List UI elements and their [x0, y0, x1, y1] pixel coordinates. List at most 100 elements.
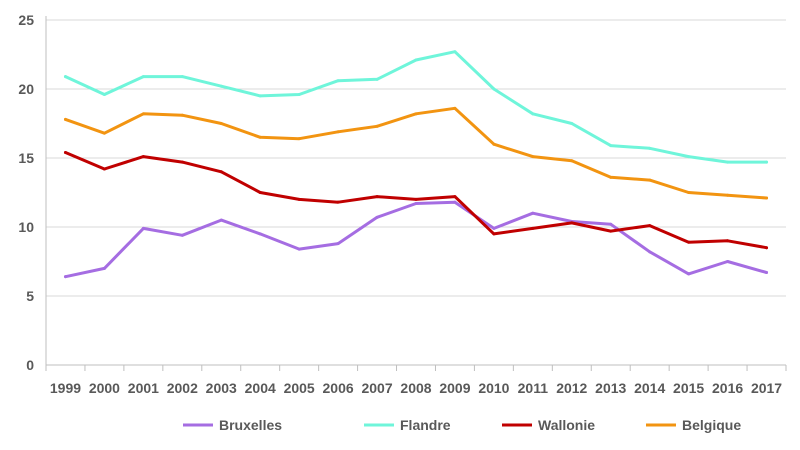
y-tick-label: 15 — [18, 150, 34, 166]
x-tick-label: 2002 — [167, 380, 198, 396]
x-tick-label: 2004 — [245, 380, 276, 396]
data-point-wallonie — [570, 221, 574, 225]
data-point-bruxelles — [414, 202, 418, 206]
data-point-flandre — [219, 84, 223, 88]
data-point-bruxelles — [297, 247, 301, 251]
x-tick-label: 2015 — [673, 380, 704, 396]
x-tick-label: 2006 — [323, 380, 354, 396]
data-point-flandre — [531, 112, 535, 116]
series-line-belgique — [64, 106, 768, 200]
data-point-flandre — [765, 160, 769, 164]
data-point-wallonie — [765, 246, 769, 250]
data-point-belgique — [375, 124, 379, 128]
data-point-flandre — [648, 146, 652, 150]
x-tick-label: 2010 — [478, 380, 509, 396]
data-point-wallonie — [375, 195, 379, 199]
data-point-belgique — [531, 155, 535, 159]
data-point-flandre — [414, 58, 418, 62]
data-point-wallonie — [609, 229, 613, 233]
series-line-bruxelles — [64, 200, 768, 279]
data-point-belgique — [765, 196, 769, 200]
data-point-flandre — [453, 50, 457, 54]
data-point-wallonie — [141, 155, 145, 159]
data-point-flandre — [297, 93, 301, 97]
x-tick-label: 2014 — [634, 380, 665, 396]
grid-layer — [46, 19, 786, 297]
data-point-belgique — [297, 137, 301, 141]
data-point-belgique — [726, 193, 730, 197]
legend-label-flandre: Flandre — [400, 417, 451, 433]
y-tick-label: 5 — [26, 288, 34, 304]
data-point-flandre — [141, 75, 145, 79]
data-point-belgique — [63, 117, 67, 121]
data-point-bruxelles — [219, 218, 223, 222]
data-point-wallonie — [648, 224, 652, 228]
x-tick-label: 2016 — [712, 380, 743, 396]
y-tick-label: 25 — [18, 12, 34, 28]
data-point-flandre — [102, 93, 106, 97]
data-point-flandre — [726, 160, 730, 164]
data-point-bruxelles — [102, 266, 106, 270]
y-tick-label: 10 — [18, 219, 34, 235]
data-point-flandre — [63, 75, 67, 79]
data-point-flandre — [492, 87, 496, 91]
data-point-belgique — [570, 159, 574, 163]
legend-label-bruxelles: Bruxelles — [219, 417, 282, 433]
data-point-bruxelles — [531, 211, 535, 215]
x-tick-label: 2009 — [439, 380, 470, 396]
x-tick-label: 2000 — [89, 380, 120, 396]
data-point-wallonie — [726, 239, 730, 243]
data-point-wallonie — [297, 197, 301, 201]
data-point-flandre — [336, 79, 340, 83]
data-point-belgique — [648, 178, 652, 182]
data-point-belgique — [492, 142, 496, 146]
legend: Bruxelles Flandre Wallonie Belgique — [183, 417, 741, 433]
y-tick-label: 0 — [26, 357, 34, 373]
data-point-bruxelles — [765, 271, 769, 275]
data-point-wallonie — [453, 195, 457, 199]
data-point-wallonie — [102, 167, 106, 171]
data-point-flandre — [609, 144, 613, 148]
x-tick-label: 2012 — [556, 380, 587, 396]
data-point-bruxelles — [63, 275, 67, 279]
x-tick-label: 2017 — [751, 380, 782, 396]
data-point-belgique — [258, 135, 262, 139]
data-point-bruxelles — [141, 226, 145, 230]
data-point-belgique — [102, 131, 106, 135]
data-point-wallonie — [687, 240, 691, 244]
y-tick-label: 20 — [18, 81, 34, 97]
data-point-wallonie — [63, 150, 67, 154]
data-point-wallonie — [219, 170, 223, 174]
legend-label-wallonie: Wallonie — [538, 417, 595, 433]
x-tick-label: 2005 — [284, 380, 315, 396]
data-point-flandre — [375, 77, 379, 81]
data-point-bruxelles — [609, 222, 613, 226]
data-point-bruxelles — [375, 215, 379, 219]
legend-label-belgique: Belgique — [682, 417, 741, 433]
x-tick-label: 2003 — [206, 380, 237, 396]
data-point-flandre — [258, 94, 262, 98]
data-point-belgique — [180, 113, 184, 117]
data-point-bruxelles — [726, 260, 730, 263]
data-point-belgique — [219, 122, 223, 125]
data-point-bruxelles — [180, 233, 184, 237]
x-tick-label: 2008 — [400, 380, 431, 396]
x-tick-label: 2001 — [128, 380, 159, 396]
data-point-wallonie — [414, 197, 418, 201]
x-tick-label: 2011 — [518, 380, 549, 396]
data-point-wallonie — [492, 232, 496, 236]
x-tick-label: 2013 — [595, 380, 626, 396]
axis-layer: 0 5 10 15 20 25 1999 2000 2001 2002 2003 2004 2005 20… — [18, 12, 787, 396]
data-point-wallonie — [180, 160, 184, 164]
data-point-flandre — [570, 122, 574, 125]
series-line-flandre — [64, 50, 768, 164]
series-layer — [63, 50, 769, 279]
data-point-bruxelles — [648, 250, 652, 254]
data-point-belgique — [414, 112, 418, 116]
data-point-bruxelles — [492, 226, 496, 230]
data-point-wallonie — [336, 200, 340, 204]
data-point-belgique — [609, 175, 613, 179]
data-point-bruxelles — [687, 272, 691, 276]
data-point-belgique — [687, 191, 691, 194]
